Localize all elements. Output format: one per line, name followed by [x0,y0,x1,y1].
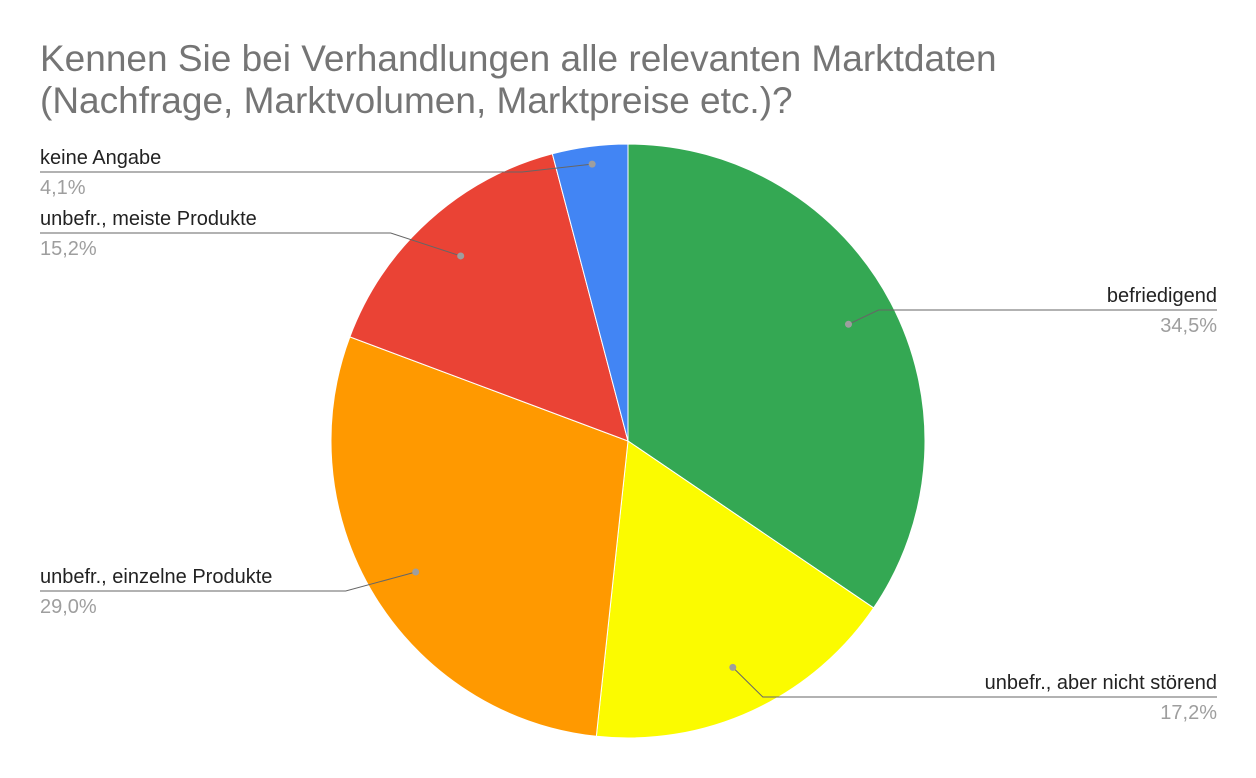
chart-title: Kennen Sie bei Verhandlungen alle releva… [40,38,1220,122]
slice-value-2: 17,2% [1160,702,1217,724]
slice-value-1: 34,5% [1160,315,1217,337]
leader-dot-1 [844,320,852,328]
slice-label-4: unbefr., meiste Produkte [40,208,257,230]
pie-slices [330,143,926,739]
chart-title-line-2: (Nachfrage, Marktvolumen, Marktpreise et… [40,80,793,121]
pie-slice-1 [627,143,926,609]
leader-line-2 [732,667,1217,698]
slice-value-5: 4,1% [40,177,86,199]
chart-title-line-1: Kennen Sie bei Verhandlungen alle releva… [40,38,997,79]
pie-slice-3 [330,336,629,737]
leader-dot-4 [457,252,465,260]
leader-line-4 [40,232,461,257]
slice-label-2: unbefr., aber nicht störend [985,672,1217,694]
pie-slice-2 [595,440,875,739]
slice-label-3: unbefr., einzelne Produkte [40,566,272,588]
leader-line-1 [848,309,1217,325]
slice-value-3: 29,0% [40,596,97,618]
leader-dot-2 [729,663,737,671]
leader-line-3 [40,571,416,592]
leader-dot-5 [588,160,596,168]
leader-lines [40,160,1217,698]
leader-dot-3 [412,568,420,576]
slice-labels: befriedigend 34,5% unbefr., aber nicht stö… [40,147,1217,724]
slice-label-5: keine Angabe [40,147,161,169]
slice-value-4: 15,2% [40,238,97,260]
pie-slice-5 [551,143,629,442]
slice-label-1: befriedigend [1107,285,1217,307]
pie-slice-4 [349,153,629,442]
leader-line-5 [40,163,593,173]
